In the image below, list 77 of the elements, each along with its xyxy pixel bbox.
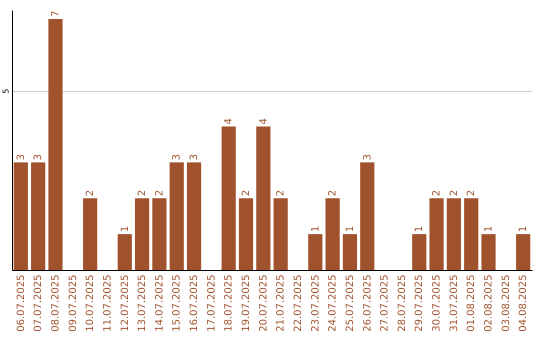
bar [360, 162, 374, 270]
bar [412, 234, 426, 270]
x-tick-label: 10.07.2025 [85, 274, 96, 332]
bar [186, 162, 202, 270]
data-label: 2 [154, 190, 166, 196]
bar [342, 234, 358, 270]
data-label: 1 [484, 226, 495, 232]
data-label: 2 [241, 190, 252, 196]
x-tick-label: 31.07.2025 [448, 274, 460, 332]
x-tick-label: 28.07.2025 [396, 274, 408, 332]
x-tick-label: 09.07.2025 [68, 274, 79, 332]
data-label: 3 [16, 154, 27, 160]
bar [48, 18, 63, 270]
x-tick-label: 22.07.2025 [292, 274, 304, 332]
x-tick-label: 25.07.2025 [344, 274, 356, 332]
data-label: 4 [224, 118, 235, 125]
data-label: 2 [276, 190, 287, 196]
bar [256, 126, 270, 270]
data-label: 4 [258, 118, 270, 125]
x-tick-label: 07.07.2025 [33, 274, 44, 332]
data-label: 2 [448, 190, 460, 196]
data-label: 2 [137, 190, 148, 196]
bar [170, 162, 184, 270]
bar [274, 198, 288, 270]
bar [222, 126, 236, 270]
x-tick-label: 02.08.2025 [484, 274, 495, 332]
bar [83, 198, 98, 270]
bar [326, 198, 340, 270]
bar [14, 162, 28, 270]
x-tick-label: 13.07.2025 [137, 274, 148, 332]
bar [238, 198, 254, 270]
x-tick-label: 03.08.2025 [500, 274, 512, 332]
x-tick-label: 30.07.2025 [432, 274, 443, 332]
x-tick-label: 08.07.2025 [50, 274, 62, 332]
bar [308, 234, 322, 270]
x-tick-label: 15.07.2025 [172, 274, 183, 332]
bar [446, 198, 461, 270]
x-tick-label: 17.07.2025 [206, 274, 218, 332]
data-label: 1 [414, 226, 426, 232]
x-tick-label: 20.07.2025 [258, 274, 270, 332]
x-tick-label: 19.07.2025 [241, 274, 252, 332]
data-label: 2 [466, 190, 478, 196]
x-tick-label: 27.07.2025 [380, 274, 391, 332]
bar [464, 198, 478, 270]
data-label: 3 [172, 154, 183, 160]
x-tick-label: 04.08.2025 [518, 274, 530, 332]
data-label: 3 [189, 154, 200, 160]
bar [134, 198, 150, 270]
data-label: 3 [362, 154, 374, 160]
x-tick-label: 23.07.2025 [310, 274, 322, 332]
data-label: 2 [328, 190, 339, 196]
data-label: 1 [120, 226, 131, 232]
data-label: 2 [85, 190, 96, 196]
x-tick-label: 18.07.2025 [224, 274, 235, 332]
data-label: 1 [310, 226, 322, 232]
y-tick-label: 5 [2, 88, 10, 94]
data-label: 1 [344, 226, 356, 232]
x-tick-label: 14.07.2025 [154, 274, 166, 332]
x-tick-label: 01.08.2025 [466, 274, 478, 332]
data-label: 1 [518, 226, 530, 232]
bar [31, 162, 46, 270]
x-tick-label: 24.07.2025 [328, 274, 339, 332]
x-tick-label: 29.07.2025 [414, 274, 426, 332]
data-label: 3 [33, 154, 44, 160]
bar [118, 234, 132, 270]
data-label: 7 [50, 10, 62, 17]
bar [516, 234, 530, 270]
x-tick-label: 12.07.2025 [120, 274, 131, 332]
x-tick-label: 16.07.2025 [189, 274, 200, 332]
x-tick-label: 26.07.2025 [362, 274, 374, 332]
bar [429, 198, 444, 270]
x-tick-label: 21.07.2025 [276, 274, 287, 332]
x-tick-label: 11.07.2025 [102, 274, 114, 332]
bar [481, 234, 496, 270]
bar [152, 198, 167, 270]
x-tick-label: 06.07.2025 [16, 274, 27, 332]
data-label: 2 [432, 190, 443, 196]
